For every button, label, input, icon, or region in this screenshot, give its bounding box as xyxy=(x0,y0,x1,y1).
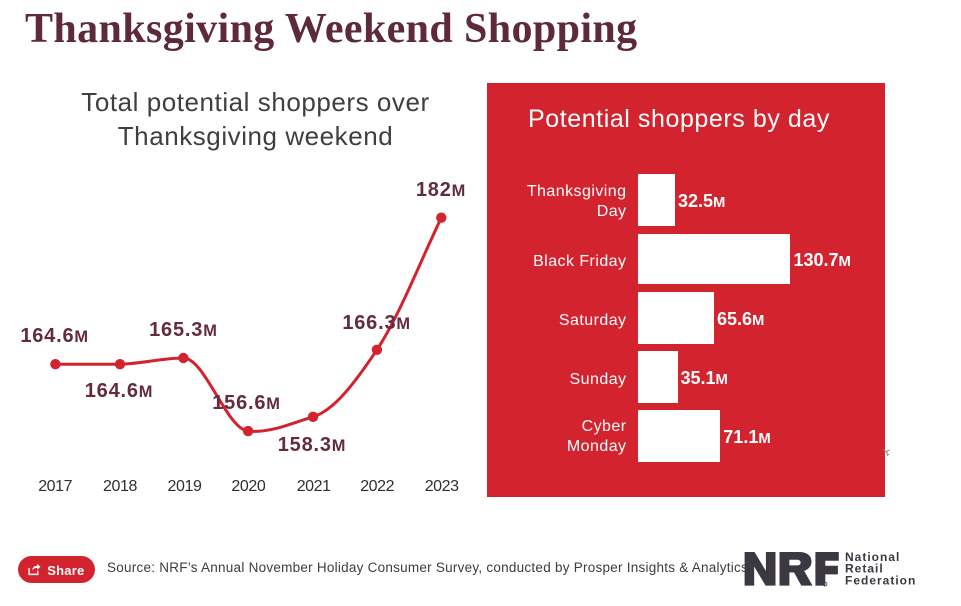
svg-text:Federation: Federation xyxy=(845,573,916,587)
svg-text:National: National xyxy=(845,550,900,564)
svg-text:Retail: Retail xyxy=(845,562,884,576)
